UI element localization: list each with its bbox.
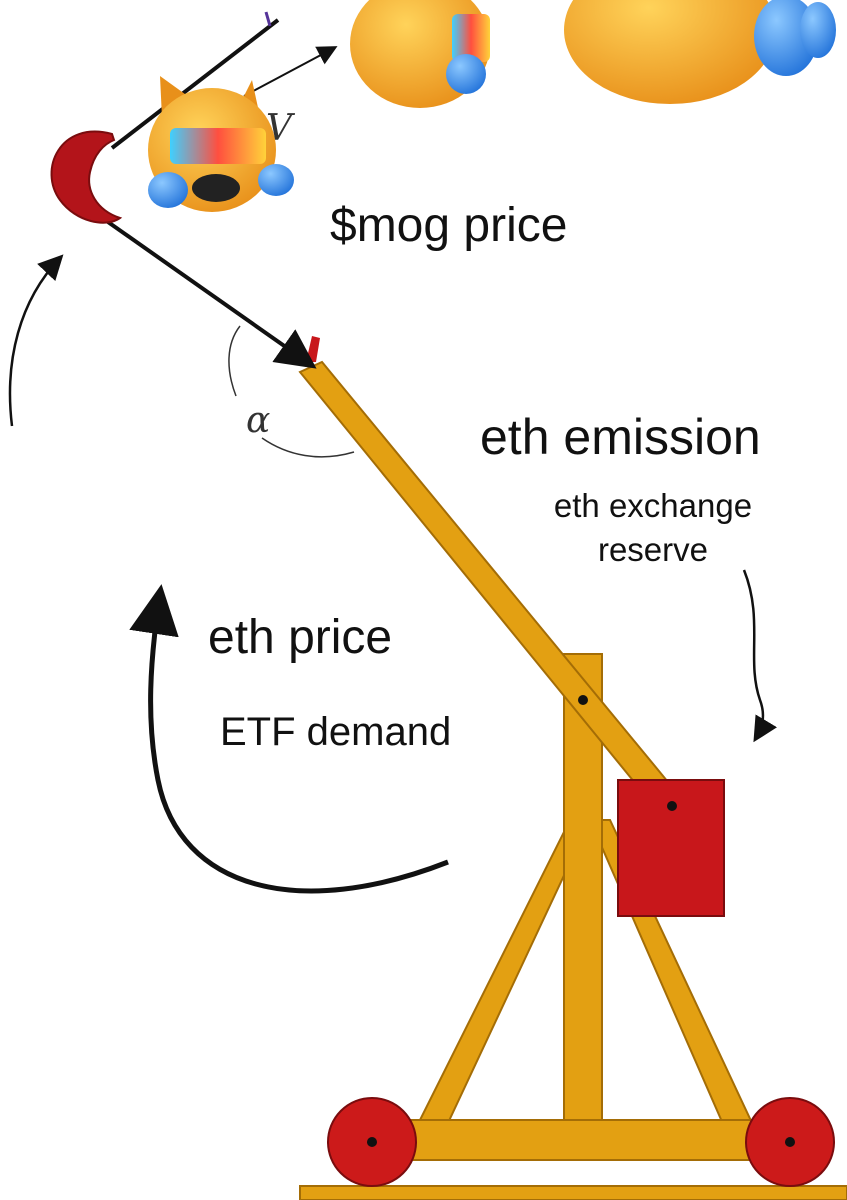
rope-tip [264, 11, 272, 27]
wheel-right-hub [785, 1137, 795, 1147]
velocity-arrow [243, 46, 338, 97]
mog-price-label: $mog price [330, 199, 568, 252]
crying-face-emoji-icon [564, 0, 836, 104]
pivot-pin [578, 695, 588, 705]
wheel-left-hub [367, 1137, 377, 1147]
angle-arc-lower [261, 437, 355, 458]
crying-face-emoji-icon [350, 0, 490, 108]
sling-pouch [50, 130, 123, 224]
swing-arrow-small [8, 254, 64, 427]
reserve-arrow [742, 569, 778, 743]
etf-demand-label: ETF demand [220, 710, 452, 754]
eth-price-arrow [129, 584, 449, 894]
arm-tip-marker [306, 336, 320, 362]
eth-price-label: eth price [208, 611, 393, 664]
velocity-symbol: V [266, 108, 292, 149]
crying-cat-emoji-icon [148, 76, 294, 212]
counterweight-pin [667, 801, 677, 811]
ground-plank [299, 1185, 847, 1200]
sling-rope-lower [106, 220, 317, 369]
frame-base-beam [379, 1119, 801, 1161]
sling-rope-upper [110, 18, 280, 150]
angle-arc-upper [228, 325, 241, 397]
counterweight [617, 779, 725, 917]
eth-emission-label: eth emission [480, 409, 761, 465]
eth-exchange-reserve-label: eth exchange reserve [553, 487, 753, 568]
angle-symbol: α [246, 400, 271, 441]
